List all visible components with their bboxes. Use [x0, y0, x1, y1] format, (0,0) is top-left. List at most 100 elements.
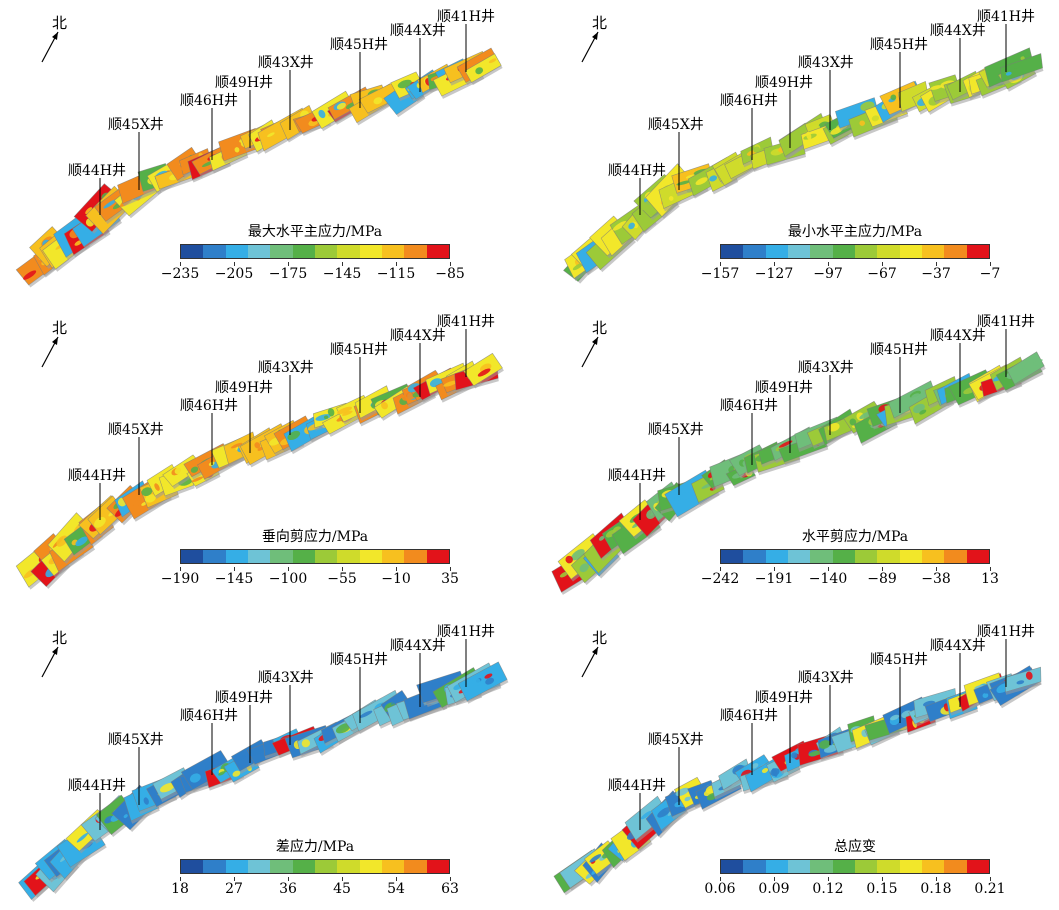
colorbar-cell: [810, 550, 833, 563]
total-strain-panel: 北顺44H井 顺45X井 顺46H井 顺49H井 顺43X井 顺45H井 顺44X井 顺41H…: [540, 615, 1059, 910]
fault-block: [390, 71, 426, 102]
well-label-s45x: 顺45X井: [108, 117, 164, 133]
well-label-s44h: 顺44H井: [68, 778, 127, 794]
north-label: 北: [592, 319, 608, 337]
well-label-s43x: 顺43X井: [258, 670, 314, 686]
tick-mark: [396, 262, 397, 266]
colorbar: [720, 244, 990, 259]
well-label-s44x: 顺44X井: [390, 328, 446, 344]
colorbar-cell: [721, 550, 744, 563]
tick-label: 45: [333, 881, 351, 897]
well-label-s46h: 顺46H井: [180, 708, 239, 724]
tick-label: 54: [387, 881, 405, 897]
colorbar-cell: [832, 860, 855, 873]
north-label: 北: [592, 14, 608, 32]
colorbar-cell: [404, 245, 427, 258]
tick-label: −85: [435, 266, 465, 282]
colorbar: [720, 859, 990, 874]
tick-mark: [234, 567, 235, 571]
well-label-s44h: 顺44H井: [68, 468, 127, 484]
tick-label: 27: [225, 881, 243, 897]
tick-label: −205: [214, 266, 254, 282]
well-label-s43x: 顺43X井: [258, 55, 314, 71]
well-label-s41h: 顺41H井: [977, 624, 1036, 640]
colorbar-cell: [181, 550, 204, 563]
tick-label: 0.06: [704, 881, 736, 897]
tick-label: 35: [441, 571, 459, 587]
tick-mark: [342, 567, 343, 571]
north-arrow-icon: [41, 31, 59, 63]
fault-block: [1006, 351, 1046, 388]
colorbar-ticks: −190 −145 −100 −55 −10 35: [161, 567, 459, 587]
tick-label: −67: [867, 266, 897, 282]
tick-mark: [720, 567, 721, 571]
fault-block: [463, 352, 504, 389]
tick-label: −97: [813, 266, 843, 282]
well-label-s43x: 顺43X井: [258, 360, 314, 376]
north-label: 北: [52, 629, 68, 647]
colorbar-cell: [944, 550, 967, 563]
stress-map: [18, 639, 509, 902]
well-label-s44x: 顺44X井: [930, 23, 986, 39]
colorbar: [720, 549, 990, 564]
colorbar-cell: [899, 550, 922, 563]
colorbar-ticks: −157 −127 −97 −67 −37 −7: [701, 262, 1000, 282]
fault-block: [999, 53, 1044, 86]
tick-label: −190: [160, 571, 200, 587]
tick-mark: [882, 877, 883, 881]
colorbar-cell: [314, 245, 338, 258]
colorbar-cell: [270, 860, 293, 873]
colorbar-ticks: −242 −191 −140 −89 −38 13: [701, 567, 999, 587]
well-label-s45h: 顺45H井: [330, 652, 389, 668]
tick-label: −10: [381, 571, 411, 587]
colorbar-cell: [247, 860, 271, 873]
well-label-s41h: 顺41H井: [977, 314, 1036, 330]
colorbar-cell: [381, 550, 405, 563]
tick-mark: [234, 262, 235, 266]
horizontal-shear-stress-panel: 北顺44H井 顺45X井 顺46H井 顺49H井 顺43X井 顺45H井 顺44X井 顺41H…: [540, 305, 1059, 600]
colorbar-cell: [854, 550, 878, 563]
well-label-s45x: 顺45X井: [108, 732, 164, 748]
colorbar-cell: [203, 860, 226, 873]
tick-mark: [990, 262, 991, 266]
colorbar-cell: [381, 860, 405, 873]
colorbar-cell: [359, 550, 382, 563]
tick-label: 0.09: [758, 881, 790, 897]
tick-mark: [450, 262, 451, 266]
colorbar-cell: [921, 245, 945, 258]
colorbar-cell: [314, 860, 338, 873]
tick-mark: [180, 877, 181, 881]
tick-mark: [396, 877, 397, 881]
well-label-s45x: 顺45X井: [648, 422, 704, 438]
tick-label: −140: [808, 571, 848, 587]
tick-mark: [990, 567, 991, 571]
tick-label: −235: [160, 266, 200, 282]
colorbar-cell: [944, 860, 967, 873]
north-arrow-icon: [581, 31, 599, 63]
colorbar-cell: [404, 860, 427, 873]
tick-label: 13: [981, 571, 999, 587]
well-label-s45x: 顺45X井: [108, 422, 164, 438]
colorbar-title: 差应力/MPa: [275, 839, 355, 855]
well-label-s45h: 顺45H井: [870, 342, 929, 358]
tick-label: 63: [441, 881, 459, 897]
tick-mark: [288, 567, 289, 571]
tick-mark: [234, 877, 235, 881]
colorbar-cell: [743, 550, 766, 563]
tick-label: −145: [322, 266, 362, 282]
max-horizontal-stress-panel: 北顺44H井 顺45X井 顺46H井 顺49H井 顺43X井 顺45H井 顺44X井 顺41H…: [0, 0, 520, 295]
well-label-s44x: 顺44X井: [390, 638, 446, 654]
colorbar-cell: [787, 550, 811, 563]
colorbar-cell: [810, 860, 833, 873]
well-label-s49h: 顺49H井: [755, 690, 814, 706]
colorbar-cell: [225, 550, 248, 563]
well-label-s45x: 顺45X井: [648, 117, 704, 133]
well-label-s44x: 顺44X井: [390, 23, 446, 39]
well-label-s46h: 顺46H井: [720, 93, 779, 109]
colorbar-cell: [359, 245, 382, 258]
well-label-s45h: 顺45H井: [870, 37, 929, 53]
tick-mark: [828, 877, 829, 881]
stress-map: [563, 24, 1044, 284]
tick-label: 0.18: [920, 881, 952, 897]
colorbar-cell: [337, 245, 360, 258]
